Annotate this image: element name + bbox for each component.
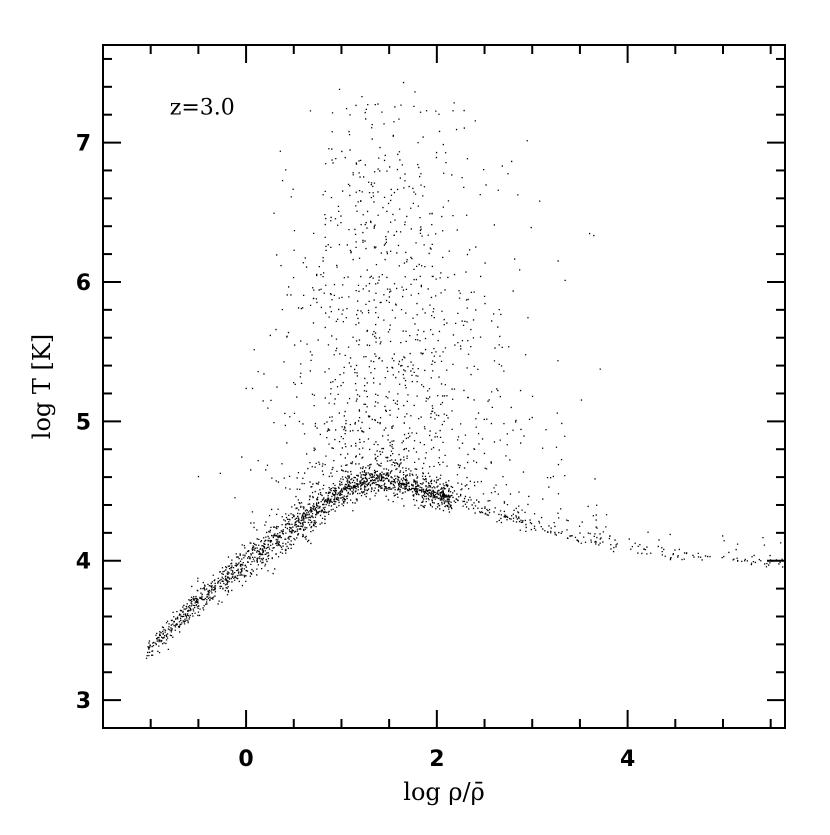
y-tick-label: 6	[76, 271, 91, 296]
x-tick-label: 2	[429, 747, 444, 772]
x-tick-label: 0	[238, 747, 253, 772]
axis-ticks	[102, 45, 785, 729]
plot-frame	[102, 44, 786, 729]
data-points	[145, 81, 784, 659]
y-tick-labels: 3 4 5 6 7	[76, 132, 91, 715]
x-axis-label: log ρ/ρ̄	[403, 778, 484, 806]
y-tick-label: 5	[76, 410, 91, 435]
x-tick-labels: 0 2 4	[238, 747, 635, 772]
y-axis-label: log T [K]	[28, 334, 56, 439]
y-tick-label: 3	[76, 689, 91, 714]
x-tick-label: 4	[620, 747, 635, 772]
y-tick-label: 7	[76, 132, 91, 157]
scatter-points	[145, 81, 784, 659]
redshift-annotation: z=3.0	[170, 96, 235, 121]
y-tick-label: 4	[76, 550, 91, 575]
